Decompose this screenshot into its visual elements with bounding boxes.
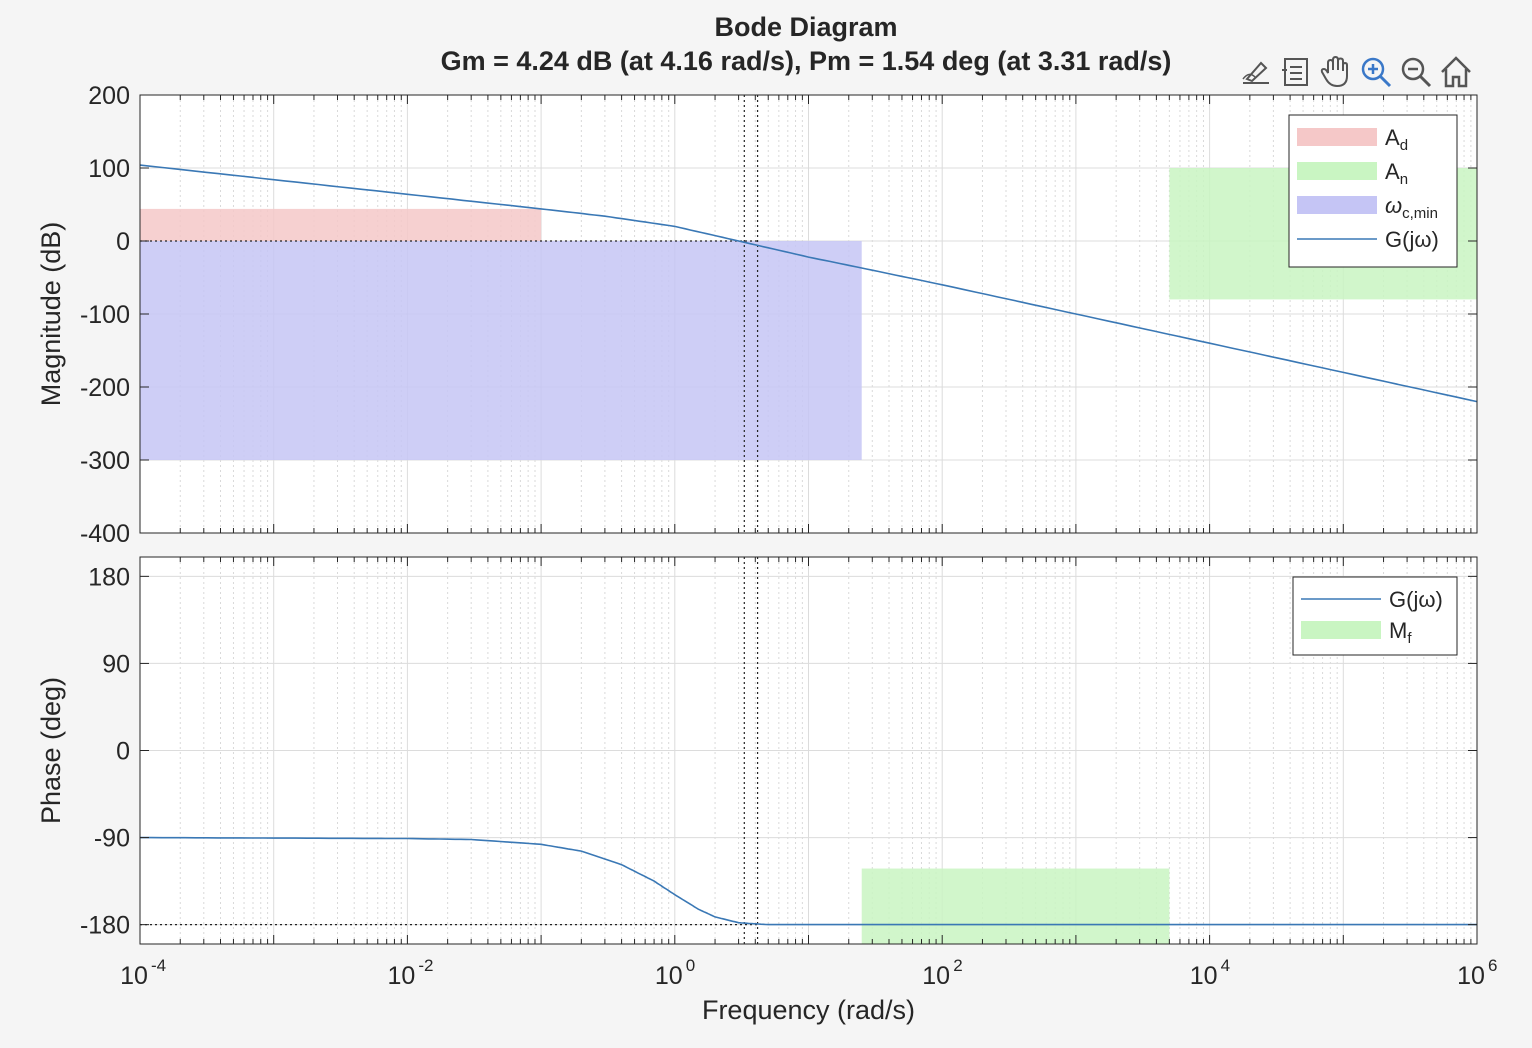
home-icon[interactable] — [1436, 54, 1476, 90]
x-tick-label-exponent: 6 — [1488, 956, 1497, 975]
x-tick-label-exponent: 4 — [1221, 956, 1230, 975]
y-tick-label: 0 — [116, 228, 130, 256]
x-tick-label-exponent: 0 — [686, 956, 695, 975]
x-tick-label: 10 — [120, 962, 148, 990]
y-tick-label: -90 — [94, 825, 130, 853]
legend-swatch — [1297, 128, 1377, 146]
region-Mf — [861, 868, 1170, 944]
series-line-G — [139, 164, 1478, 403]
zoom-out-icon[interactable] — [1396, 54, 1436, 90]
legend-label: G(jω) — [1385, 227, 1439, 252]
x-tick-label: 10 — [1190, 962, 1218, 990]
series-line-G — [140, 836, 1477, 926]
y-tick-label: 200 — [88, 82, 130, 110]
legend-box — [1292, 576, 1458, 656]
magnitude-axes: 200 100 0 -100 -200 -300 -400 Magnitude (dB) — [36, 82, 1478, 548]
region-Ad — [140, 208, 542, 241]
legend-swatch — [1297, 196, 1377, 214]
x-axis-label: Frequency (rad/s) — [702, 995, 915, 1025]
legend-label: Ad — [1385, 125, 1408, 154]
y-tick-label: -180 — [80, 912, 130, 940]
y-tick-label: 90 — [102, 650, 130, 678]
x-tick-label-exponent: -4 — [151, 956, 166, 975]
phase-legend: G(jω) Mf — [1292, 576, 1458, 656]
chart-subtitle: Gm = 4.24 dB (at 4.16 rad/s), Pm = 1.54 … — [440, 46, 1172, 76]
y-tick-label: 0 — [116, 738, 130, 766]
legend-swatch — [1297, 162, 1377, 180]
y-tick-label: -200 — [80, 374, 130, 402]
x-tick-label: 10 — [1457, 962, 1485, 990]
x-tick-label: 10 — [387, 962, 415, 990]
x-tick-label-exponent: 2 — [953, 956, 962, 975]
y-tick-label: -100 — [80, 301, 130, 329]
y-tick-label: 180 — [88, 563, 130, 591]
legend-swatch — [1301, 621, 1381, 639]
chart-title: Bode Diagram — [714, 12, 898, 42]
legend-icon[interactable] — [1276, 54, 1316, 90]
legend-label: An — [1385, 159, 1408, 188]
y-tick-label: 100 — [88, 155, 130, 183]
pan-hand-icon[interactable] — [1316, 54, 1356, 90]
magnitude-ylabel: Magnitude (dB) — [36, 222, 66, 407]
y-tick-label: -400 — [80, 520, 130, 548]
legend-label: Mf — [1389, 618, 1412, 647]
x-tick-label: 10 — [922, 962, 950, 990]
zoom-in-icon[interactable] — [1356, 54, 1396, 90]
magnitude-legend: Ad An ωc,min G(jω) — [1288, 114, 1458, 268]
x-tick-label: 10 — [655, 962, 683, 990]
edit-icon[interactable] — [1236, 54, 1276, 90]
y-tick-label: -300 — [80, 447, 130, 475]
x-tick-label-exponent: -2 — [418, 956, 433, 975]
phase-ylabel: Phase (deg) — [36, 677, 66, 824]
axes-toolbar — [1236, 54, 1476, 90]
legend-label: ωc,min — [1385, 193, 1438, 222]
legend-label: G(jω) — [1389, 587, 1443, 612]
region-ωc,min — [140, 241, 862, 460]
